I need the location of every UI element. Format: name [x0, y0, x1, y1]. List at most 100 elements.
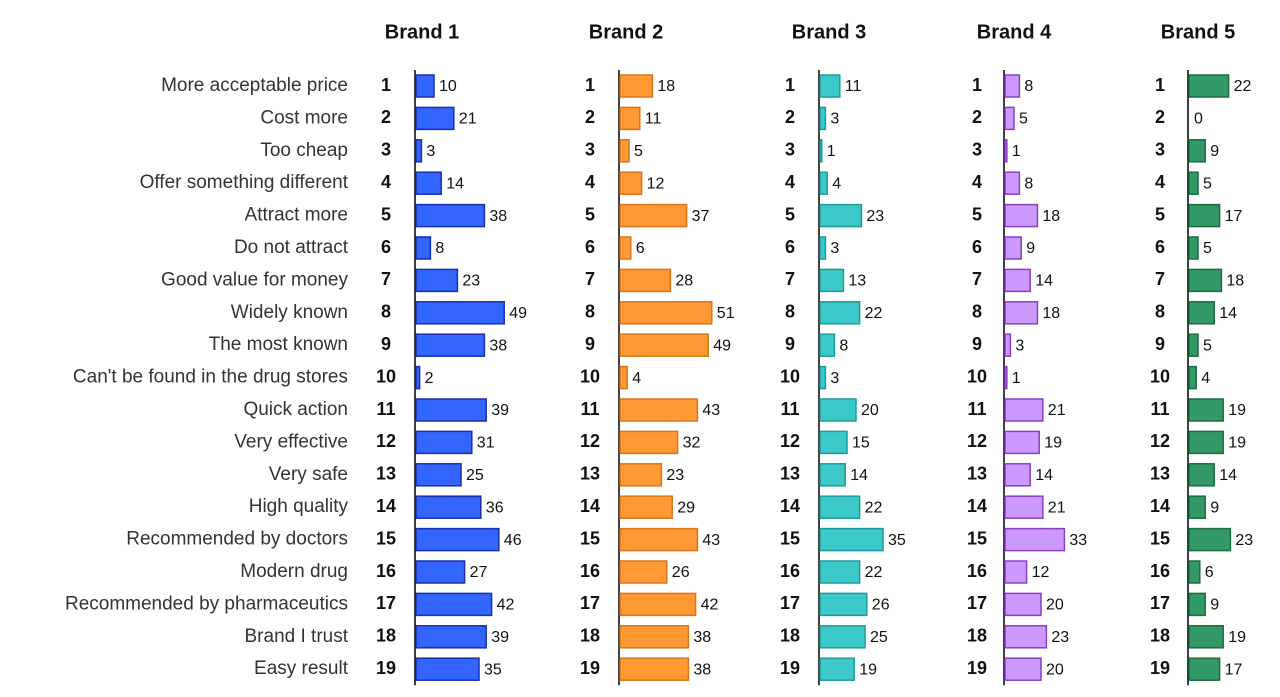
bar — [619, 398, 699, 422]
value-label: 1 — [1012, 143, 1021, 160]
row-number: 16 — [1150, 561, 1170, 581]
bar — [619, 625, 690, 649]
bar — [1188, 463, 1215, 487]
row-number: 8 — [381, 302, 391, 322]
bar — [1004, 560, 1028, 584]
bar — [1004, 203, 1039, 228]
value-label: 38 — [489, 337, 507, 354]
row-number: 6 — [785, 237, 795, 257]
bar — [1188, 560, 1201, 584]
bar — [619, 430, 679, 455]
row-number: 8 — [972, 302, 982, 322]
row-number: 4 — [585, 172, 595, 192]
row-number: 16 — [376, 561, 396, 581]
row-number: 13 — [1150, 464, 1170, 484]
bar — [819, 139, 823, 163]
row-number: 10 — [376, 366, 396, 386]
value-label: 8 — [839, 337, 848, 354]
value-label: 5 — [1203, 337, 1212, 354]
row-number: 11 — [780, 399, 799, 419]
value-label: 2 — [425, 370, 434, 387]
value-label: 6 — [636, 240, 645, 257]
value-label: 38 — [693, 629, 711, 646]
bar — [1004, 495, 1044, 519]
row-number: 3 — [1155, 140, 1165, 160]
bar — [1188, 365, 1197, 390]
row-number: 15 — [580, 528, 600, 548]
value-label: 14 — [1219, 467, 1237, 484]
brand-title: Brand 5 — [1161, 21, 1235, 43]
bar — [619, 139, 630, 163]
value-label: 46 — [504, 532, 522, 549]
bar — [619, 106, 641, 131]
bar — [1188, 592, 1206, 617]
value-label: 23 — [666, 467, 684, 484]
row-number: 3 — [785, 140, 795, 160]
row-number: 2 — [381, 107, 391, 127]
value-label: 35 — [484, 661, 502, 678]
bar — [415, 495, 482, 519]
value-label: 14 — [1035, 273, 1053, 290]
value-label: 8 — [1024, 175, 1033, 192]
row-number: 15 — [780, 528, 800, 548]
value-label: 15 — [852, 435, 870, 452]
row-number: 2 — [585, 107, 595, 127]
value-label: 25 — [466, 467, 484, 484]
category-label: Offer something different — [140, 172, 349, 193]
bar — [1004, 592, 1042, 617]
value-label: 14 — [1219, 305, 1237, 322]
bar — [619, 560, 668, 584]
value-label: 39 — [491, 402, 509, 419]
value-label: 9 — [1210, 597, 1219, 614]
category-label: Attract more — [245, 205, 348, 226]
row-number: 3 — [972, 140, 982, 160]
bar — [415, 463, 462, 487]
value-label: 5 — [634, 143, 643, 160]
bar — [415, 171, 442, 195]
value-label: 5 — [1203, 240, 1212, 257]
value-label: 19 — [859, 661, 877, 678]
bar — [819, 463, 846, 487]
row-number: 6 — [972, 237, 982, 257]
bar — [1004, 527, 1066, 552]
value-label: 22 — [865, 305, 883, 322]
bar — [1188, 268, 1223, 293]
value-label: 19 — [1228, 629, 1246, 646]
row-number: 12 — [580, 431, 600, 451]
value-label: 8 — [1024, 78, 1033, 95]
row-number: 7 — [1155, 269, 1165, 289]
value-label: 42 — [701, 597, 719, 614]
bar — [819, 398, 857, 422]
bar — [1188, 495, 1206, 519]
bar — [1004, 365, 1008, 390]
row-number: 9 — [381, 334, 391, 354]
value-label: 18 — [1042, 208, 1060, 225]
value-label: 49 — [509, 305, 527, 322]
bar — [1188, 527, 1232, 552]
bar — [819, 527, 884, 552]
bar — [819, 74, 841, 98]
row-number: 6 — [585, 237, 595, 257]
value-label: 19 — [1228, 402, 1246, 419]
bar — [415, 268, 459, 293]
row-number: 1 — [1155, 75, 1165, 95]
category-label: Brand I trust — [245, 626, 349, 647]
row-number: 17 — [580, 593, 600, 613]
bar — [619, 365, 628, 390]
value-label: 12 — [1032, 564, 1050, 581]
category-label: Good value for money — [161, 269, 348, 290]
row-number: 16 — [967, 561, 987, 581]
value-label: 3 — [830, 370, 839, 387]
value-label: 26 — [672, 564, 690, 581]
value-label: 35 — [888, 532, 906, 549]
row-number: 5 — [972, 204, 982, 224]
row-number: 4 — [381, 172, 391, 192]
row-number: 12 — [376, 431, 396, 451]
bar — [1004, 301, 1039, 325]
row-number: 7 — [972, 269, 982, 289]
bar — [415, 592, 493, 617]
bar — [415, 398, 487, 422]
row-number: 18 — [376, 626, 396, 646]
